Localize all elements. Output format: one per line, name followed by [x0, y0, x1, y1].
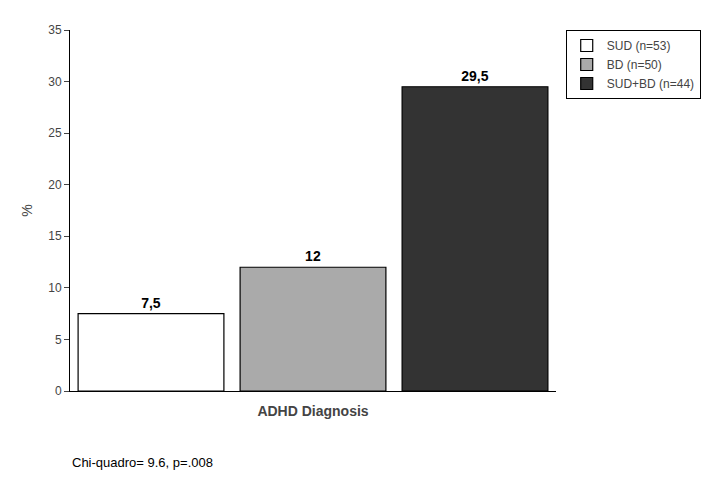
svg-text:25: 25: [48, 126, 62, 140]
svg-text:ADHD Diagnosis: ADHD Diagnosis: [257, 403, 368, 419]
svg-text:Chi-quadro= 9.6, p=.008: Chi-quadro= 9.6, p=.008: [72, 455, 213, 470]
svg-text:20: 20: [48, 178, 62, 192]
svg-text:12: 12: [305, 248, 321, 264]
svg-text:7,5: 7,5: [141, 295, 161, 311]
svg-text:SUD (n=53): SUD (n=53): [607, 39, 671, 53]
svg-text:29,5: 29,5: [461, 68, 488, 84]
svg-text:BD (n=50): BD (n=50): [607, 58, 662, 72]
svg-text:15: 15: [48, 229, 62, 243]
svg-text:30: 30: [48, 75, 62, 89]
svg-text:35: 35: [48, 23, 62, 37]
svg-text:0: 0: [55, 384, 62, 398]
svg-text:SUD+BD (n=44): SUD+BD (n=44): [607, 77, 694, 91]
svg-text:5: 5: [55, 333, 62, 347]
svg-text:10: 10: [48, 281, 62, 295]
svg-text:%: %: [19, 204, 35, 216]
